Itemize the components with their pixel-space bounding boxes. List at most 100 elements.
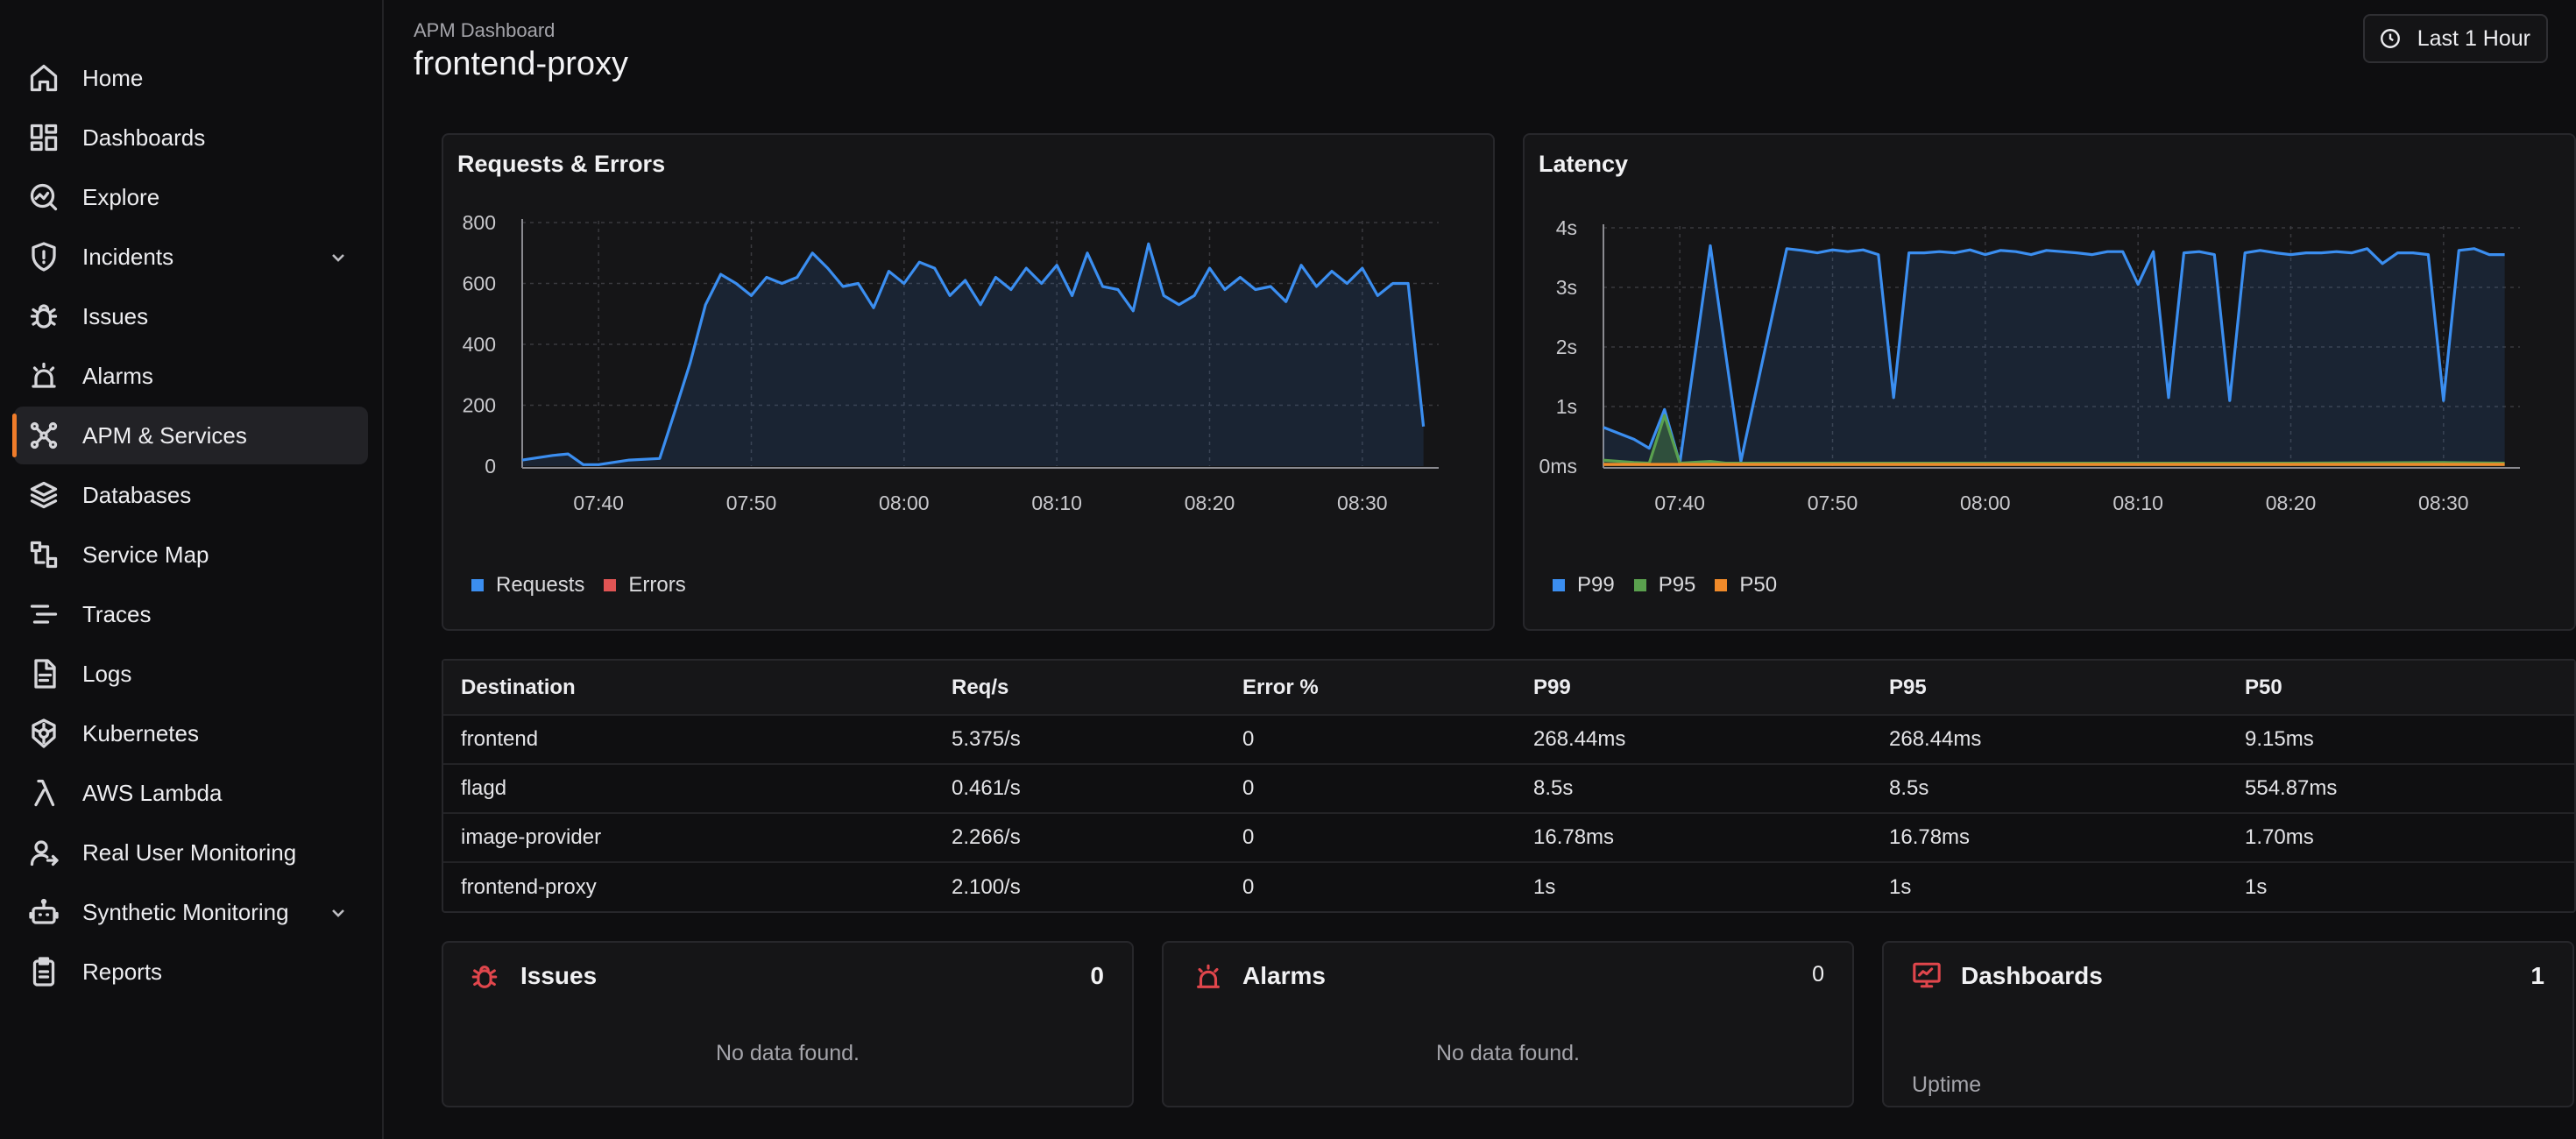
table-header-row: Destination Req/s Error % P99 P95 P50 xyxy=(443,661,2574,715)
y-tick-label: 3s xyxy=(1556,276,1577,299)
legend-label: P50 xyxy=(1739,573,1778,597)
traces-icon xyxy=(28,598,60,630)
x-tick-label: 08:30 xyxy=(2418,492,2469,514)
cell-p50: 1s xyxy=(2227,861,2574,911)
lambda-icon xyxy=(28,777,60,809)
cell-p50: 554.87ms xyxy=(2227,763,2574,813)
legend-swatch xyxy=(471,579,484,591)
sidebar-item-kubernetes[interactable]: Kubernetes xyxy=(14,704,368,762)
cell-error-pct: 0 xyxy=(1225,861,1516,911)
y-tick-label: 4s xyxy=(1556,216,1577,239)
bug-icon xyxy=(470,962,499,992)
time-range-button[interactable]: Last 1 Hour xyxy=(2362,14,2548,63)
page-title: frontend-proxy xyxy=(414,46,629,82)
legend-label: P95 xyxy=(1658,573,1696,597)
kubernetes-icon xyxy=(28,718,60,749)
column-header-destination[interactable]: Destination xyxy=(443,661,934,715)
logs-icon xyxy=(28,658,60,690)
legend-label: Errors xyxy=(628,573,686,597)
legend-item-p95[interactable]: P95 xyxy=(1633,573,1696,598)
cell-req-s: 0.461/s xyxy=(934,763,1225,813)
chevron-down-icon[interactable] xyxy=(328,902,349,923)
column-header-req-s[interactable]: Req/s xyxy=(934,661,1225,715)
alarm-icon xyxy=(28,360,60,392)
sidebar-item-label: Dashboards xyxy=(82,124,206,151)
legend-swatch xyxy=(604,579,617,591)
sidebar-item-issues[interactable]: Issues xyxy=(14,287,368,345)
sidebar-item-label: Reports xyxy=(82,958,163,985)
cell-destination: image-provider xyxy=(443,812,934,862)
series-area-requests xyxy=(522,244,1424,466)
x-tick-label: 08:00 xyxy=(1960,492,2011,514)
sidebar-item-label: Service Map xyxy=(82,541,209,568)
sidebar-item-dashboards[interactable]: Dashboards xyxy=(14,109,368,166)
sidebar-item-alarms[interactable]: Alarms xyxy=(14,347,368,405)
legend-item-p99[interactable]: P99 xyxy=(1553,573,1615,598)
series-line-p99 xyxy=(1603,244,2505,465)
cell-p95: 8.5s xyxy=(1872,763,2227,813)
dashboards-card[interactable]: Dashboards 1 Uptime xyxy=(1882,941,2574,1107)
y-tick-label: 2s xyxy=(1556,336,1577,358)
latency-chart[interactable]: 0ms 1s 2s 3s 4s 07:40 07:50 08:00 08:10 08:20 08:3… xyxy=(1525,135,2576,555)
chart-legend: P99 P95 P50 xyxy=(1553,573,1796,598)
x-tick-label: 08:20 xyxy=(1185,492,1235,514)
legend-item-requests[interactable]: Requests xyxy=(471,573,584,598)
x-tick-label: 08:30 xyxy=(1337,492,1388,514)
sidebar-item-label: Synthetic Monitoring xyxy=(82,898,289,925)
sidebar-item-incidents[interactable]: Incidents xyxy=(14,228,368,286)
sidebar-item-service-map[interactable]: Service Map xyxy=(14,526,368,584)
issues-card[interactable]: Issues 0 No data found. xyxy=(442,941,1134,1107)
table-row[interactable]: frontend 5.375/s 0 268.44ms 268.44ms 9.1… xyxy=(443,714,2574,764)
column-header-error-pct[interactable]: Error % xyxy=(1225,661,1516,715)
latency-card: Latency 0ms 1s 2s 3s 4s 07:40 07:50 08:00 08:10 0… xyxy=(1523,133,2576,631)
apm-icon xyxy=(28,420,60,451)
issues-title: Issues xyxy=(520,962,598,989)
y-tick-label: 600 xyxy=(463,272,496,295)
time-range-label: Last 1 Hour xyxy=(2417,25,2530,51)
reports-icon xyxy=(28,956,60,987)
alarms-card[interactable]: Alarms 0 No data found. xyxy=(1162,941,1854,1107)
legend-label: Requests xyxy=(496,573,585,597)
legend-item-errors[interactable]: Errors xyxy=(604,573,686,598)
sidebar-item-label: Explore xyxy=(82,183,160,210)
sidebar-item-label: Issues xyxy=(82,302,149,329)
column-header-p50[interactable]: P50 xyxy=(2227,661,2574,715)
sidebar-item-traces[interactable]: Traces xyxy=(14,585,368,643)
y-tick-label: 400 xyxy=(463,333,496,356)
dashboard-link-uptime[interactable]: Uptime xyxy=(1912,1072,1982,1097)
empty-state: No data found. xyxy=(715,1041,860,1065)
column-header-p95[interactable]: P95 xyxy=(1872,661,2227,715)
x-tick-label: 08:10 xyxy=(1031,492,1082,514)
breadcrumb[interactable]: APM Dashboard xyxy=(414,19,556,41)
cell-p95: 268.44ms xyxy=(1872,714,2227,764)
sidebar-item-home[interactable]: Home xyxy=(14,49,368,107)
shield-icon xyxy=(28,241,60,272)
column-header-p99[interactable]: P99 xyxy=(1516,661,1872,715)
sidebar-item-synthetic-monitoring[interactable]: Synthetic Monitoring xyxy=(14,883,368,941)
series-area-p99 xyxy=(1603,245,2505,466)
cell-error-pct: 0 xyxy=(1225,812,1516,862)
cell-error-pct: 0 xyxy=(1225,714,1516,764)
sidebar-item-real-user-monitoring[interactable]: Real User Monitoring xyxy=(14,824,368,881)
legend-item-p50[interactable]: P50 xyxy=(1715,573,1777,598)
table-row[interactable]: image-provider 2.266/s 0 16.78ms 16.78ms… xyxy=(443,812,2574,862)
requests-errors-chart[interactable]: 0 200 400 600 800 07:40 07:50 08:00 08:10 08:20 08… xyxy=(443,135,1497,555)
sidebar-item-reports[interactable]: Reports xyxy=(14,943,368,1001)
chevron-down-icon[interactable] xyxy=(328,247,349,268)
alarms-count: 0 xyxy=(1812,962,1824,987)
monitor-icon xyxy=(1912,960,1942,990)
sidebar-item-label: AWS Lambda xyxy=(82,779,223,806)
sidebar-item-label: Kubernetes xyxy=(82,719,199,746)
sidebar-item-aws-lambda[interactable]: AWS Lambda xyxy=(14,764,368,822)
table-row[interactable]: flagd 0.461/s 0 8.5s 8.5s 554.87ms xyxy=(443,763,2574,813)
legend-label: P99 xyxy=(1577,573,1615,597)
sidebar-item-databases[interactable]: Databases xyxy=(14,466,368,524)
sidebar-item-explore[interactable]: Explore xyxy=(14,168,368,226)
cell-p50: 9.15ms xyxy=(2227,714,2574,764)
table-row[interactable]: frontend-proxy 2.100/s 0 1s 1s 1s xyxy=(443,861,2574,911)
legend-swatch xyxy=(1553,579,1565,591)
sidebar-item-logs[interactable]: Logs xyxy=(14,645,368,703)
cell-req-s: 5.375/s xyxy=(934,714,1225,764)
sidebar-item-label: Real User Monitoring xyxy=(82,838,297,866)
sidebar-item-apm-services[interactable]: APM & Services xyxy=(12,407,368,464)
